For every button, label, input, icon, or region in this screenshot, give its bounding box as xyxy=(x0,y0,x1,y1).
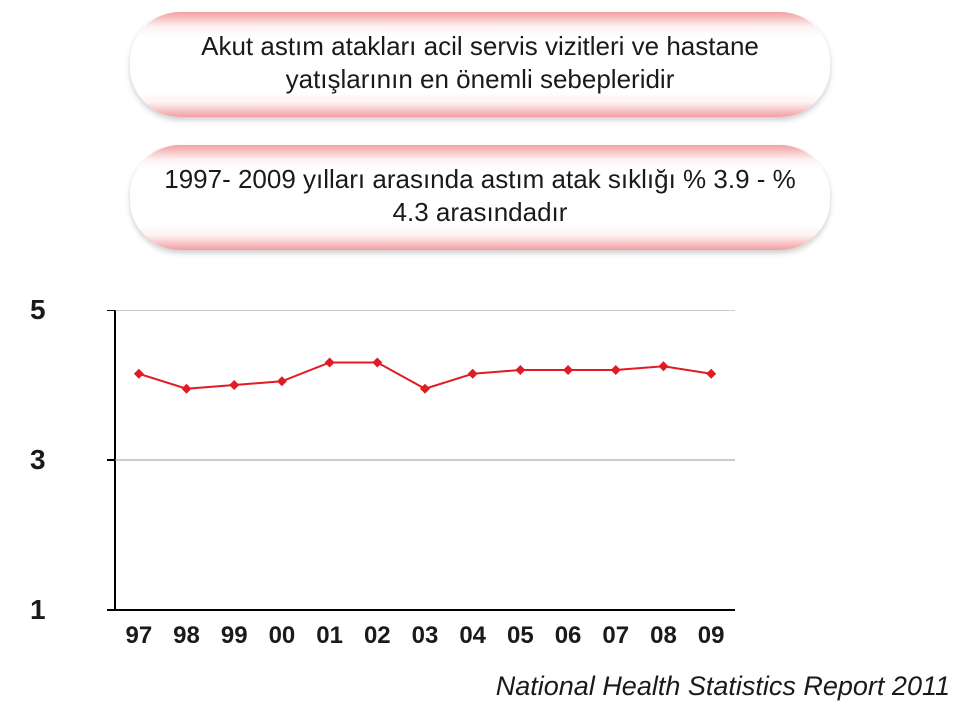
x-tick-label: 03 xyxy=(412,622,439,650)
chart-svg xyxy=(60,310,780,650)
x-tick-label: 06 xyxy=(555,622,582,650)
source-citation: National Health Statistics Report 2011 xyxy=(496,671,950,702)
line-chart: 53197989900010203040506070809 xyxy=(60,310,780,610)
x-tick-label: 01 xyxy=(316,622,343,650)
y-tick-label: 5 xyxy=(30,294,46,326)
x-tick-label: 05 xyxy=(507,622,534,650)
x-tick-label: 98 xyxy=(173,622,200,650)
x-tick-label: 99 xyxy=(221,622,248,650)
y-tick-label: 3 xyxy=(30,444,46,476)
x-tick-label: 08 xyxy=(650,622,677,650)
x-tick-label: 00 xyxy=(269,622,296,650)
callout-mid-text: 1997- 2009 yılları arasında astım atak s… xyxy=(160,163,800,228)
x-tick-label: 97 xyxy=(125,622,152,650)
slide-stage: Akut astım atakları acil servis vizitler… xyxy=(0,0,960,710)
x-tick-label: 02 xyxy=(364,622,391,650)
callout-top: Akut astım atakları acil servis vizitler… xyxy=(130,12,830,117)
callout-mid: 1997- 2009 yılları arasında astım atak s… xyxy=(130,145,830,250)
x-tick-label: 07 xyxy=(602,622,629,650)
y-tick-label: 1 xyxy=(30,594,46,626)
callout-top-text: Akut astım atakları acil servis vizitler… xyxy=(160,30,800,95)
x-tick-label: 09 xyxy=(698,622,725,650)
x-tick-label: 04 xyxy=(459,622,486,650)
